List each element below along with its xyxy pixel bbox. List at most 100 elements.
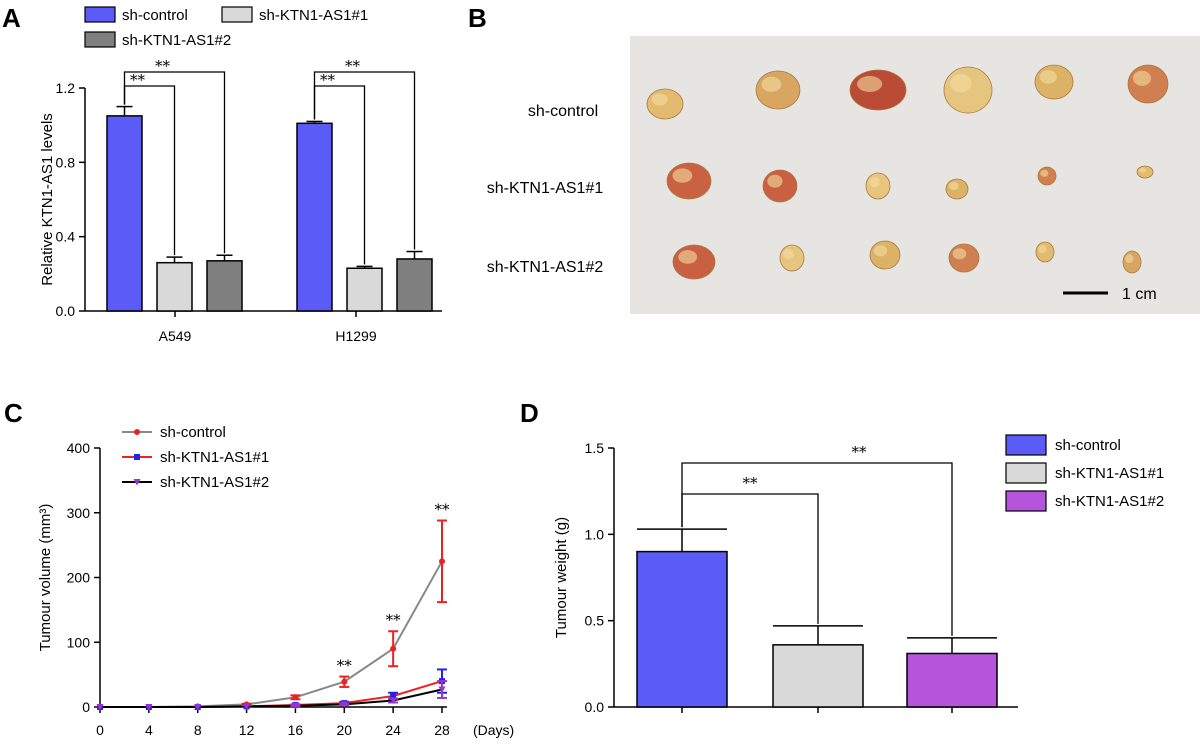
c-point-marker	[439, 558, 445, 565]
panel-a-bar-chart: 0.0 0.4 0.8 1.2 Relative KTN1-AS1 levels A549…	[39, 6, 442, 344]
c-x-tick-label: 28	[434, 722, 450, 738]
panel-c-line-chart: 0 100 200 300 400 0 4 8 12 16 20 24 28 (Days) Tumour v…	[37, 424, 514, 738]
a-bar-sh-ktn1-as1-1	[156, 261, 193, 312]
c-significance-label: **	[386, 611, 402, 629]
a-x-tick-label: H1299	[335, 328, 376, 344]
c-series-line-2	[100, 688, 443, 708]
d-y-tick-label: 0.5	[585, 613, 605, 629]
c-y-tick-label: 400	[67, 440, 91, 456]
d-legend-swatch	[1005, 434, 1047, 456]
c-y-tick-label: 300	[67, 505, 91, 521]
a-legend-swatch	[84, 6, 116, 23]
d-legend-label: sh-KTN1-AS1#2	[1055, 493, 1164, 510]
tumour-specimen	[1136, 165, 1154, 179]
d-significance-label: **	[852, 443, 868, 461]
c-y-tick-label: 100	[67, 634, 91, 650]
d-bar	[772, 644, 864, 708]
tumour-highlight	[1040, 169, 1049, 177]
a-legend-swatch	[221, 6, 253, 23]
tumour-highlight	[651, 93, 668, 106]
tumour-specimen	[1034, 64, 1074, 100]
tumour-specimen	[849, 69, 907, 111]
c-y-tick-label: 200	[67, 570, 91, 586]
tumour-specimen	[1122, 250, 1142, 274]
tumour-highlight	[1139, 167, 1147, 173]
tumour-highlight	[857, 76, 883, 92]
a-x-tick-label: A549	[159, 328, 192, 344]
tumour-highlight	[783, 248, 794, 260]
scale-bar-label: 1 cm	[1122, 286, 1157, 303]
c-x-tick-label: 12	[239, 722, 255, 738]
a-significance-label: **	[155, 57, 171, 75]
a-bar-sh-control	[106, 115, 143, 312]
a-y-tick-label: 0.0	[56, 303, 76, 319]
panel-label-b: B	[468, 3, 487, 33]
a-y-axis-title: Relative KTN1-AS1 levels	[39, 113, 56, 286]
a-y-tick-label: 0.8	[56, 154, 76, 170]
panel-label-c: C	[4, 398, 23, 428]
a-significance-label: **	[320, 71, 336, 89]
d-y-axis-title: Tumour weight (g)	[553, 517, 570, 638]
tumour-highlight	[761, 76, 782, 92]
d-legend-swatch	[1005, 490, 1047, 512]
tumour-highlight	[1133, 70, 1151, 86]
d-legend-label: sh-control	[1055, 437, 1121, 454]
tumour-highlight	[869, 176, 880, 188]
tumour-specimen	[755, 70, 801, 110]
a-bar-sh-ktn1-as1-2	[206, 260, 243, 312]
c-x-axis-title: (Days)	[473, 722, 514, 738]
a-significance-label: **	[130, 71, 146, 89]
c-x-tick-label: 24	[385, 722, 401, 738]
c-point-marker	[340, 701, 348, 708]
tumour-highlight	[1125, 254, 1134, 264]
tumour-highlight	[873, 245, 888, 257]
tumour-specimen	[1127, 64, 1169, 104]
tumour-photo-background	[630, 36, 1200, 314]
d-y-tick-label: 1.5	[585, 440, 605, 456]
tumour-specimen	[1037, 166, 1057, 186]
panel-b-tumour-photo: sh-control sh-KTN1-AS1#1 sh-KTN1-AS1#2 1…	[487, 36, 1200, 314]
tumour-highlight	[767, 174, 783, 188]
tumour-highlight	[1039, 70, 1057, 84]
c-y-axis-title: Tumour volume (mm³)	[37, 504, 54, 652]
a-bar-sh-ktn1-as1-1	[346, 267, 383, 312]
tumour-highlight	[672, 168, 693, 183]
a-significance-bracket	[123, 71, 226, 254]
c-point-marker	[194, 704, 202, 711]
tumour-specimen	[646, 88, 684, 120]
d-y-tick-label: 1.0	[585, 526, 605, 542]
a-legend-label: sh-control	[122, 7, 188, 24]
d-legend-swatch	[1005, 462, 1047, 484]
c-y-tick-label: 0	[82, 699, 90, 715]
tumour-highlight	[948, 182, 959, 190]
tumour-specimen	[762, 169, 798, 203]
photo-row-label-sh2: sh-KTN1-AS1#2	[487, 259, 604, 276]
a-legend-label: sh-KTN1-AS1#1	[259, 7, 368, 24]
a-legend-label: sh-KTN1-AS1#2	[122, 32, 231, 49]
a-legend-swatch	[84, 31, 116, 48]
d-bar	[906, 652, 998, 708]
photo-row-label-sh1: sh-KTN1-AS1#1	[487, 180, 604, 197]
c-point-marker	[291, 702, 299, 710]
a-bar-sh-control	[296, 122, 333, 312]
tumour-highlight	[952, 248, 967, 260]
tumour-specimen	[943, 66, 993, 114]
a-bar-sh-ktn1-as1-2	[396, 258, 433, 312]
tumour-highlight	[1038, 245, 1047, 253]
c-legend-label: sh-KTN1-AS1#2	[160, 474, 269, 491]
c-x-tick-label: 4	[145, 722, 153, 738]
d-bar	[636, 550, 728, 708]
c-point-marker	[438, 686, 446, 694]
c-legend-marker	[134, 429, 140, 435]
tumour-specimen	[672, 244, 716, 280]
c-significance-label: **	[337, 657, 353, 675]
tumour-specimen	[666, 162, 712, 200]
tumour-highlight	[950, 73, 972, 93]
d-significance-bracket	[681, 462, 953, 636]
c-series-line-0	[100, 560, 443, 708]
c-legend-marker	[133, 479, 141, 486]
tumour-specimen	[948, 243, 980, 273]
c-point-marker	[292, 694, 299, 701]
c-x-tick-label: 0	[96, 722, 104, 738]
